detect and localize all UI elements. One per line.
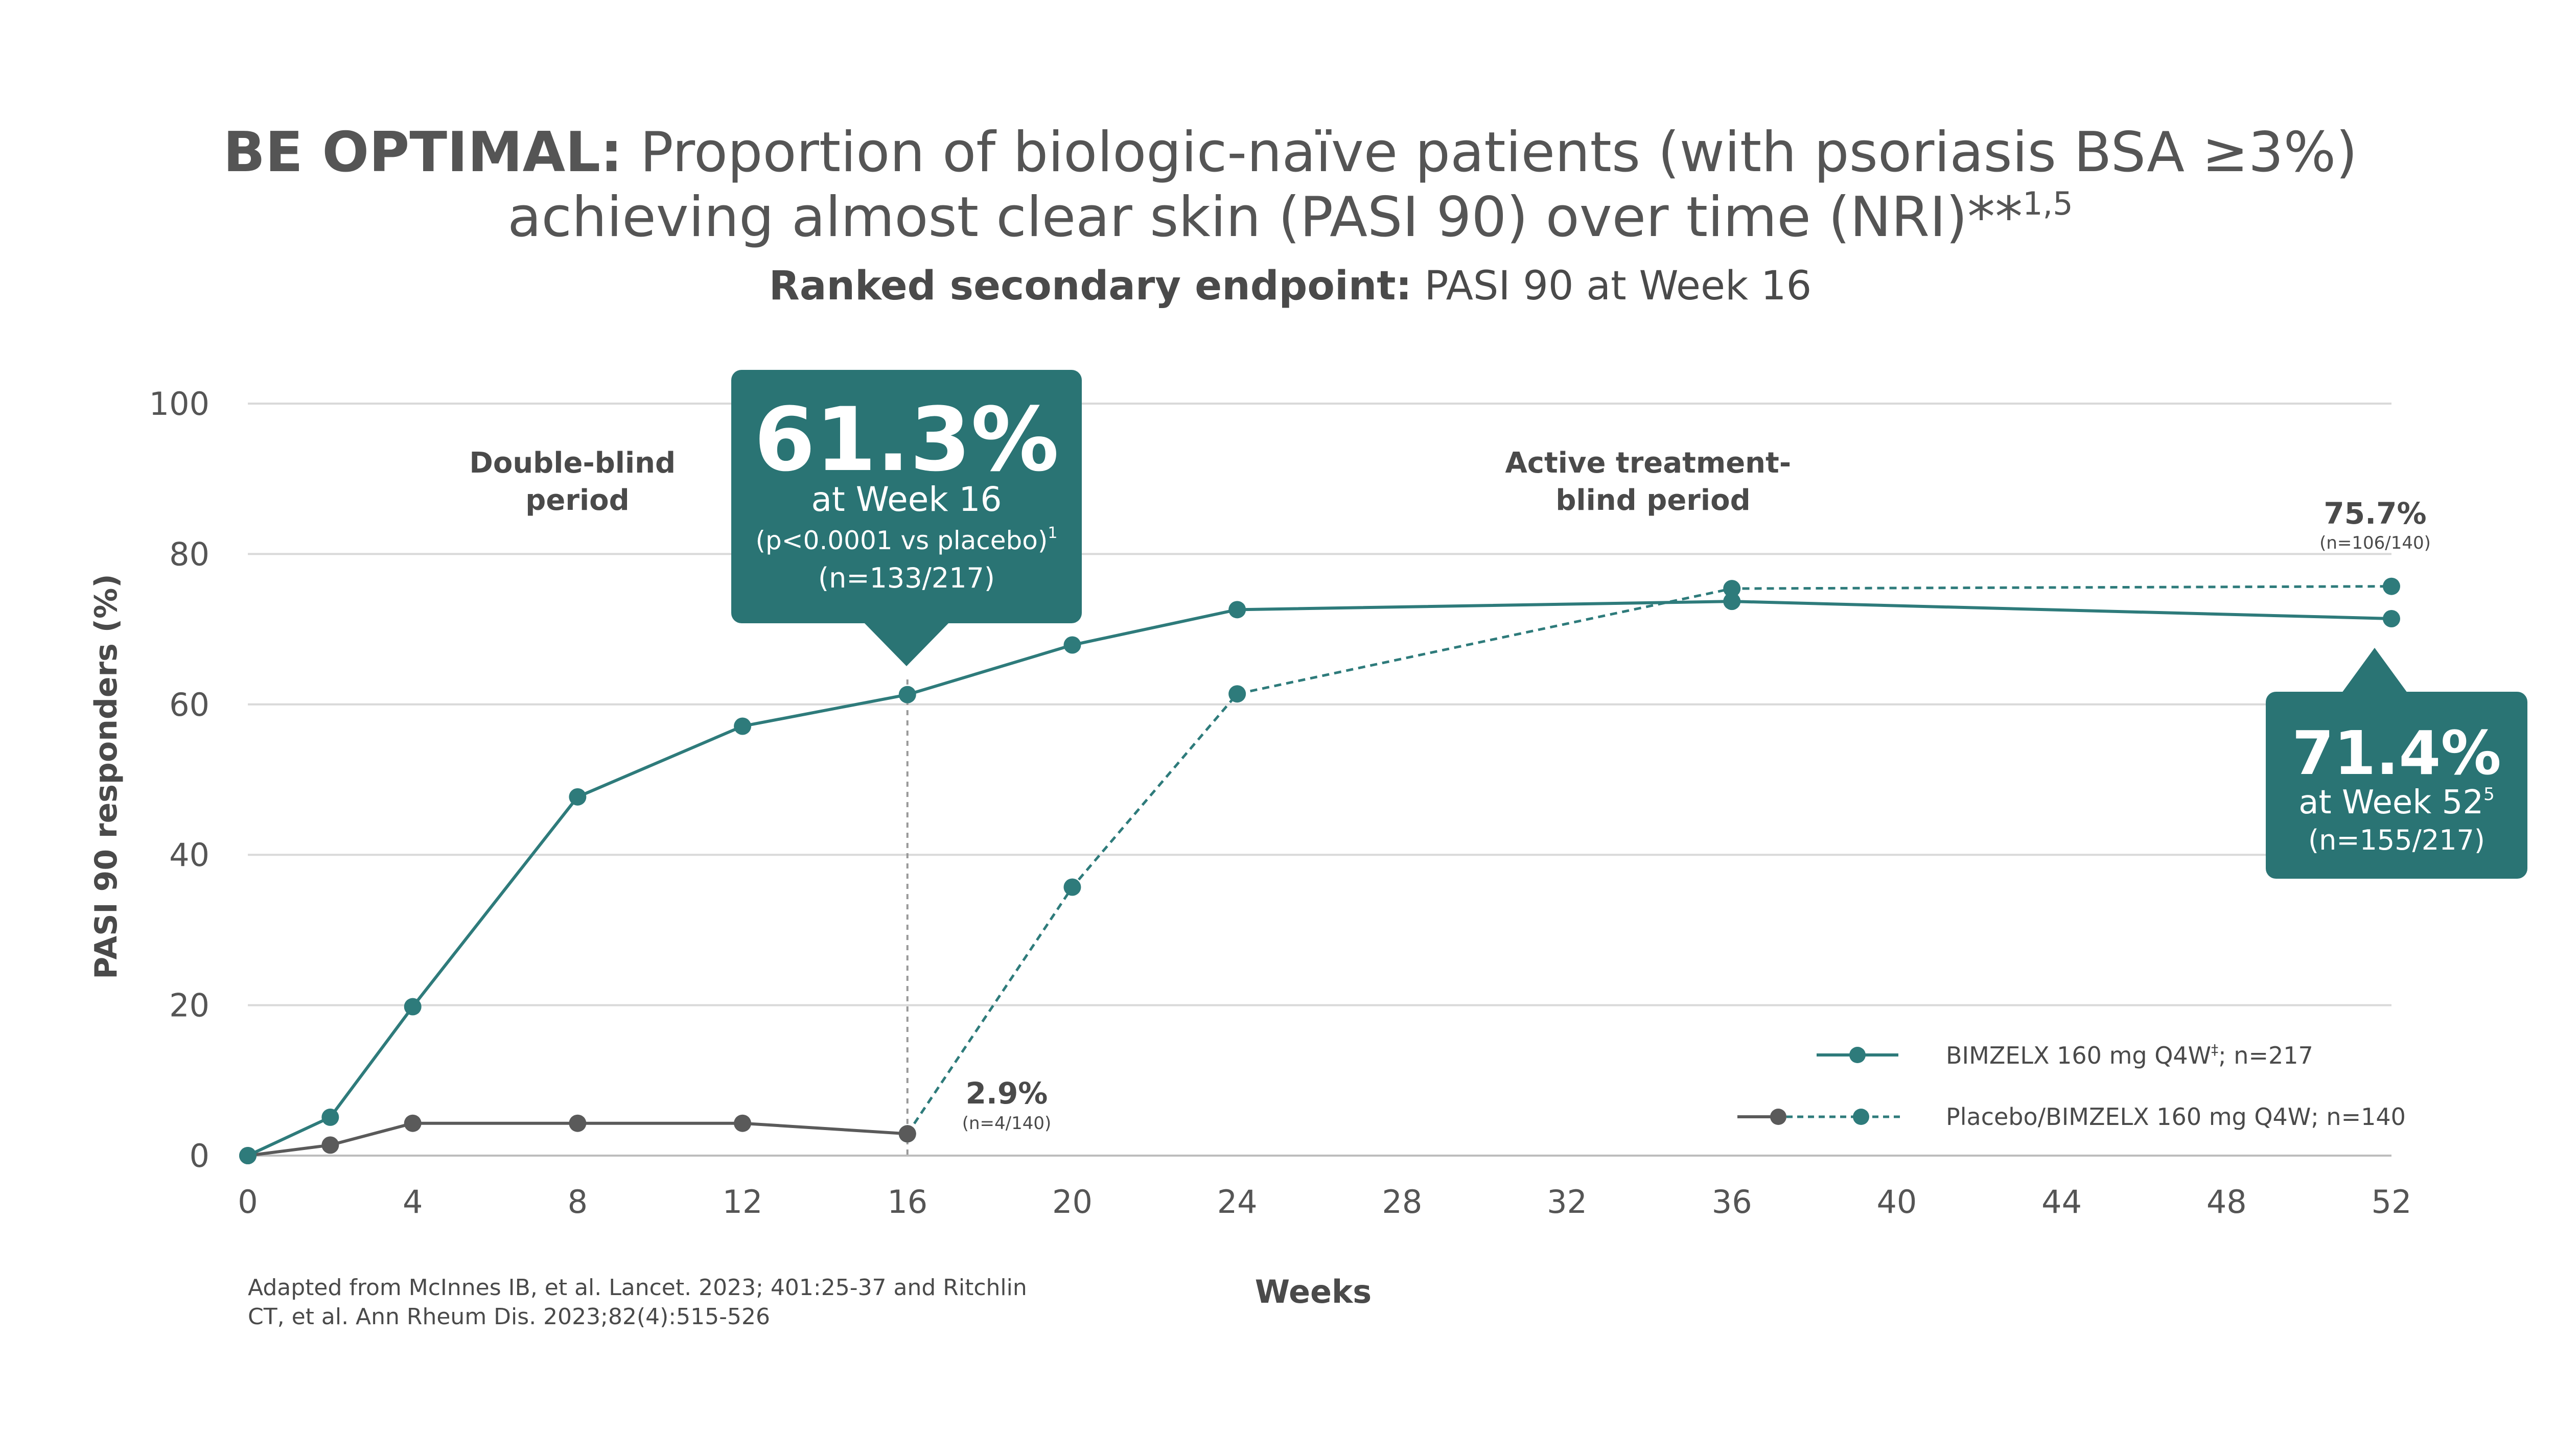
chart-title-line2-text: achieving almost clear skin (PASI 90) ov… xyxy=(507,185,2023,249)
period-label-double-blind-line1: Double-blind xyxy=(469,447,676,480)
series-2-point-week-36 xyxy=(1723,580,1741,598)
x-tick-label-0: 0 xyxy=(238,1183,258,1220)
footnote-line1: Adapted from McInnes IB, et al. Lancet. … xyxy=(248,1275,1027,1301)
period-label-active-treatment: Active treatment- blind period xyxy=(1505,447,1801,517)
callout-week16-line3: (n=133/217) xyxy=(818,562,995,594)
legend-swatch-placebo-marker xyxy=(1770,1109,1786,1125)
x-tick-label-32: 32 xyxy=(1547,1183,1587,1220)
series-0-point-week-4 xyxy=(404,998,422,1016)
series-1-point-week-4 xyxy=(404,1114,422,1132)
annotation-placebo-week16-pct: 2.9% xyxy=(966,1076,1048,1111)
chart-subtitle-bold: Ranked secondary endpoint: xyxy=(769,263,1412,309)
callout-week52-line1: at Week 525 xyxy=(2298,784,2494,821)
legend-swatch-switch-marker xyxy=(1853,1109,1869,1125)
legend-label-placebo: Placebo/BIMZELX 160 mg Q4W; n=140 xyxy=(1946,1103,2406,1131)
x-tick-label-16: 16 xyxy=(887,1183,927,1220)
x-axis-ticks: 0 4 8 12 16 20 24 28 32 36 40 44 48 52 xyxy=(238,1183,2411,1220)
callout-week52-line1-text: at Week 52 xyxy=(2298,784,2483,821)
chart-subtitle-rest: PASI 90 at Week 16 xyxy=(1412,263,1811,309)
y-axis-ticks: 0 20 40 60 80 100 xyxy=(149,385,210,1175)
callout-week52-line1-sup: 5 xyxy=(2483,784,2495,805)
y-tick-label-80: 80 xyxy=(169,535,210,573)
series-0-point-week-8 xyxy=(569,788,587,806)
series-line-1 xyxy=(247,1121,908,1157)
legend-label-bimzelx-sup: ‡ xyxy=(2211,1041,2218,1058)
series-1-point-week-16 xyxy=(898,1125,916,1143)
x-tick-label-24: 24 xyxy=(1217,1183,1258,1220)
y-tick-label-40: 40 xyxy=(169,836,210,874)
gridlines xyxy=(248,403,2391,1157)
footnote: Adapted from McInnes IB, et al. Lancet. … xyxy=(248,1275,1034,1330)
series-2-point-week-52 xyxy=(2383,577,2400,595)
x-tick-label-28: 28 xyxy=(1382,1183,1422,1220)
x-tick-label-48: 48 xyxy=(2206,1183,2247,1220)
legend: BIMZELX 160 mg Q4W‡; n=217 Placebo/BIMZE… xyxy=(1737,1041,2406,1131)
series-0-point-week-36 xyxy=(1723,593,1741,610)
callout-week16-line2-sup: 1 xyxy=(1048,524,1057,542)
y-tick-label-60: 60 xyxy=(169,686,210,723)
series-1-point-week-12 xyxy=(734,1114,752,1132)
x-tick-label-8: 8 xyxy=(568,1183,588,1220)
footnote-line2: CT, et al. Ann Rheum Dis. 2023;82(4):515… xyxy=(248,1304,770,1330)
series-0-point-week-16 xyxy=(898,686,916,703)
callout-week16-line1: at Week 16 xyxy=(811,480,1002,519)
legend-label-bimzelx: BIMZELX 160 mg Q4W‡; n=217 xyxy=(1946,1041,2313,1069)
y-tick-label-20: 20 xyxy=(169,987,210,1024)
series-layer xyxy=(239,577,2400,1164)
series-1-point-week-2 xyxy=(321,1136,339,1154)
y-tick-label-100: 100 xyxy=(149,385,210,422)
series-0-point-week-12 xyxy=(734,717,752,735)
callout-week16-line2-text: (p<0.0001 vs placebo) xyxy=(756,526,1048,555)
callout-week16-pointer xyxy=(864,622,949,666)
x-tick-label-12: 12 xyxy=(723,1183,763,1220)
callout-week16-big: 61.3% xyxy=(754,388,1059,491)
x-axis-label: Weeks xyxy=(1255,1273,1372,1310)
period-label-double-blind-line2: period xyxy=(525,484,629,517)
series-line-0 xyxy=(247,600,2392,1157)
callout-week52: 71.4% at Week 525 (n=155/217) xyxy=(2266,648,2527,879)
x-tick-label-4: 4 xyxy=(403,1183,423,1220)
x-tick-label-52: 52 xyxy=(2372,1183,2412,1220)
callout-week52-pointer xyxy=(2340,648,2409,695)
chart-title: BE OPTIMAL: Proportion of biologic-naïve… xyxy=(223,121,2358,184)
series-0-point-week-2 xyxy=(321,1108,339,1126)
callout-week52-line2: (n=155/217) xyxy=(2308,824,2485,856)
chart-subtitle: Ranked secondary endpoint: PASI 90 at We… xyxy=(769,263,1811,309)
legend-item-placebo: Placebo/BIMZELX 160 mg Q4W; n=140 xyxy=(1737,1103,2406,1131)
callout-week52-box xyxy=(2266,692,2527,879)
period-label-active-treatment-line1: Active treatment- xyxy=(1505,447,1791,480)
legend-label-bimzelx-suffix: ; n=217 xyxy=(2218,1042,2313,1069)
period-label-active-treatment-line2: blind period xyxy=(1555,484,1750,517)
y-axis-label: PASI 90 responders (%) xyxy=(88,574,124,979)
series-2-point-week-20 xyxy=(1063,878,1081,896)
series-line-2 xyxy=(906,585,2392,1135)
x-tick-label-40: 40 xyxy=(1876,1183,1917,1220)
series-0-point-week-20 xyxy=(1063,636,1081,654)
period-label-double-blind: Double-blind period xyxy=(469,447,685,517)
series-1-point-week-8 xyxy=(569,1114,587,1132)
callout-week16-box xyxy=(731,370,1082,623)
series-2-point-week-24 xyxy=(1228,685,1246,703)
legend-label-bimzelx-name: BIMZELX 160 mg Q4W xyxy=(1946,1042,2211,1069)
series-0-point-week-24 xyxy=(1228,601,1246,619)
legend-item-bimzelx: BIMZELX 160 mg Q4W‡; n=217 xyxy=(1817,1041,2313,1069)
annotation-switch-week52-n: (n=106/140) xyxy=(2319,533,2431,553)
callout-week52-big: 71.4% xyxy=(2292,718,2501,788)
x-tick-label-36: 36 xyxy=(1712,1183,1752,1220)
chart-title-bold: BE OPTIMAL: xyxy=(223,121,623,184)
chart-title-line2: achieving almost clear skin (PASI 90) ov… xyxy=(507,185,2073,249)
series-0-point-week-52 xyxy=(2383,609,2400,627)
y-tick-label-0: 0 xyxy=(190,1137,210,1175)
chart-title-rest: Proportion of biologic-naïve patients (w… xyxy=(622,121,2357,184)
callout-week16: 61.3% at Week 16 (p<0.0001 vs placebo)1 … xyxy=(731,370,1082,666)
annotation-placebo-week16-n: (n=4/140) xyxy=(962,1113,1052,1134)
series-0-point-week-0 xyxy=(239,1147,257,1164)
x-tick-label-20: 20 xyxy=(1052,1183,1093,1220)
annotation-switch-week52-pct: 75.7% xyxy=(2324,496,2426,531)
chart-title-sup: 1,5 xyxy=(2023,185,2073,222)
legend-swatch-bimzelx-marker xyxy=(1849,1047,1866,1063)
callout-week16-line2: (p<0.0001 vs placebo)1 xyxy=(756,524,1058,555)
x-tick-label-44: 44 xyxy=(2041,1183,2082,1220)
